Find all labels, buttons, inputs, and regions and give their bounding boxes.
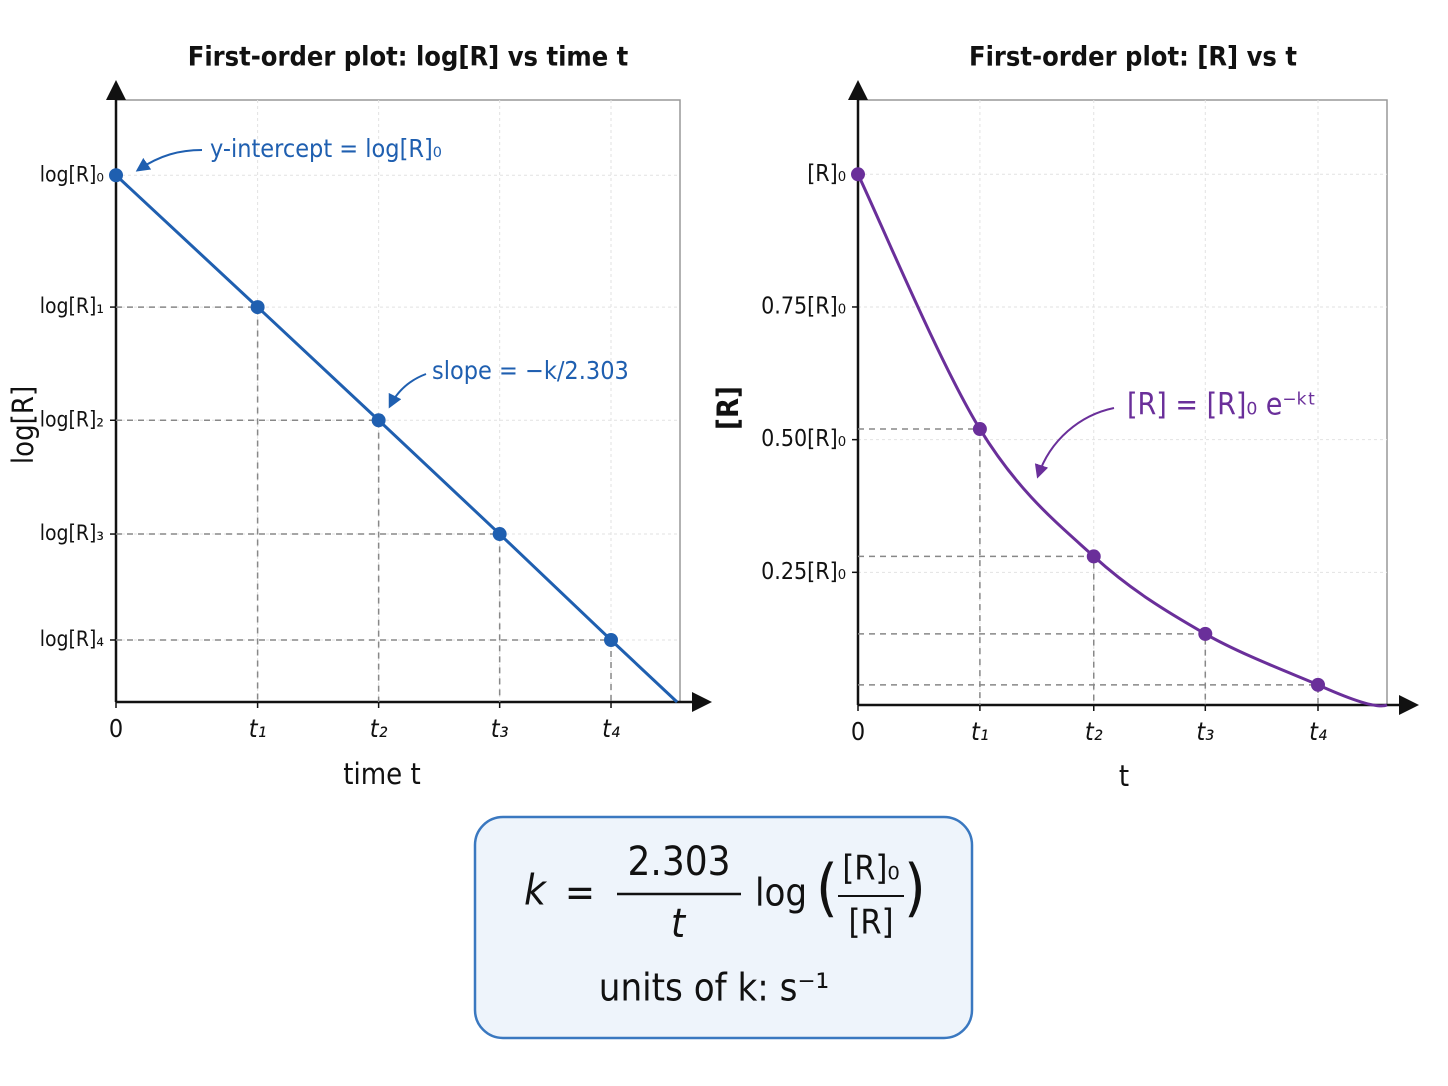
y-axis-label: log[R] bbox=[6, 386, 40, 464]
guide-line bbox=[858, 633, 1207, 705]
y-tick-label: log[R]₁ bbox=[40, 294, 104, 318]
series-line bbox=[114, 174, 613, 642]
guide-line bbox=[116, 306, 259, 702]
formula-numerator: 2.303 bbox=[628, 839, 731, 885]
guide-line bbox=[858, 555, 1095, 705]
data-point bbox=[109, 168, 123, 183]
formula-inner-numerator: [R]₀ bbox=[842, 849, 899, 889]
annotation: slope = −k/2.303 bbox=[432, 356, 629, 385]
formula-inner-denominator: [R] bbox=[848, 903, 893, 943]
y-tick-label: 0.50[R]₀ bbox=[761, 426, 846, 452]
formula-equals: = bbox=[565, 870, 595, 916]
x-tick-label: t₁ bbox=[249, 714, 267, 743]
x-axis-label: t bbox=[1119, 759, 1129, 793]
plot-frame bbox=[116, 99, 681, 702]
chart-panel: log[R]₀ log[R]₁ log[R]₂ log[R]₃ log[R]₄ 0 t₁ t₂… bbox=[6, 42, 712, 791]
data-point bbox=[1086, 549, 1101, 564]
y-tick-label: 0.75[R]₀ bbox=[761, 293, 846, 319]
formula-lhs: k bbox=[524, 866, 548, 915]
plot-frame bbox=[858, 99, 1388, 705]
annotation-arrow bbox=[1034, 407, 1115, 479]
guide-line bbox=[116, 419, 380, 702]
chart-title: First-order plot: [R] vs t bbox=[969, 42, 1297, 73]
formula-open-paren: ( bbox=[816, 851, 838, 924]
chart-title: First-order plot: log[R] vs time t bbox=[188, 42, 629, 73]
annotation: [R] = [R]₀ e⁻ᵏᵗ bbox=[1127, 388, 1316, 423]
data-point bbox=[1311, 677, 1325, 692]
x-tick-label: t₃ bbox=[1196, 717, 1214, 746]
data-point bbox=[604, 632, 619, 647]
data-point bbox=[250, 300, 265, 315]
data-point bbox=[851, 167, 865, 182]
y-tick-label: log[R]₂ bbox=[40, 407, 104, 431]
curve-tail bbox=[1317, 683, 1388, 708]
formula-frame bbox=[473, 815, 974, 1040]
guide-line bbox=[116, 639, 612, 702]
y-tick-label: 0.25[R]₀ bbox=[761, 559, 846, 585]
data-point bbox=[492, 527, 507, 542]
x-tick-label: 0 bbox=[109, 714, 123, 743]
x-tick-label: t₂ bbox=[1085, 717, 1103, 746]
series-line bbox=[856, 173, 1319, 687]
formula-close-paren: ) bbox=[904, 851, 926, 924]
formula-denominator: t bbox=[671, 901, 687, 947]
x-tick-label: t₄ bbox=[602, 714, 620, 743]
annotation-arrow bbox=[135, 149, 203, 172]
y-axis-label: [R] bbox=[711, 386, 745, 430]
formula-units: units of k: s⁻¹ bbox=[599, 966, 829, 1010]
x-tick-label: t₁ bbox=[971, 717, 989, 746]
guide-line bbox=[858, 684, 1319, 705]
x-axis-label: time t bbox=[343, 757, 420, 791]
guide-line bbox=[116, 533, 501, 702]
chart-panel: [R]₀ 0.75[R]₀ 0.50[R]₀ 0.25[R]₀ 0 t₁ t₂ t₃ t₄ Fir… bbox=[711, 42, 1419, 793]
y-tick-label: log[R]₃ bbox=[40, 521, 104, 545]
data-point bbox=[371, 413, 386, 428]
trend-extension bbox=[609, 638, 679, 704]
annotation-arrow bbox=[388, 373, 427, 409]
x-tick-label: t₃ bbox=[491, 714, 509, 743]
data-point bbox=[1198, 626, 1213, 641]
y-tick-label: log[R]₄ bbox=[40, 627, 104, 651]
formula-box: k = 2.303 t log ( [R]₀ [R] ) units of k:… bbox=[473, 815, 974, 1040]
x-tick-label: t₄ bbox=[1309, 717, 1327, 746]
y-tick-label: log[R]₀ bbox=[40, 162, 104, 186]
formula-function: log bbox=[755, 871, 807, 915]
x-tick-label: 0 bbox=[851, 717, 865, 746]
annotation: y-intercept = log[R]₀ bbox=[210, 134, 442, 163]
y-tick-label: [R]₀ bbox=[807, 161, 846, 187]
data-point bbox=[972, 422, 987, 437]
x-tick-label: t₂ bbox=[370, 714, 388, 743]
guide-line bbox=[858, 428, 981, 705]
